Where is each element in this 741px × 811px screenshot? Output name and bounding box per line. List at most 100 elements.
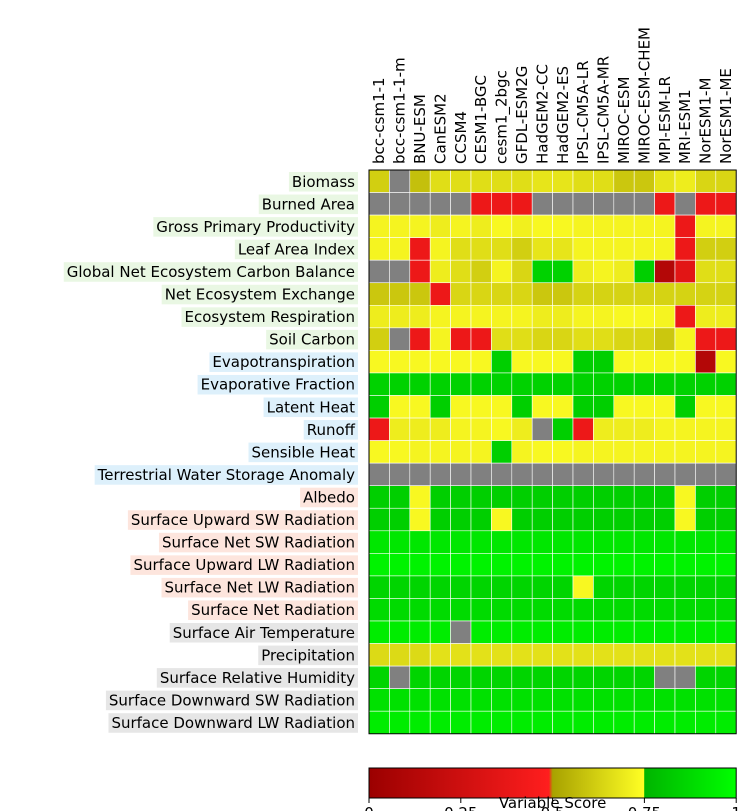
heatmap-cell <box>409 643 431 667</box>
heatmap-cell <box>409 665 431 689</box>
row-label-text: Global Net Ecosystem Carbon Balance <box>67 263 355 281</box>
colorbar-ticks: 0 0.25 0.5 0.75 1 <box>364 798 741 811</box>
heatmap-cell <box>511 462 533 486</box>
heatmap-cell <box>715 395 737 419</box>
heatmap-cell <box>593 372 615 396</box>
heatmap-cell <box>572 598 594 622</box>
heatmap-cell <box>491 417 513 441</box>
heatmap-cell <box>511 530 533 554</box>
row-label: Soil Carbon <box>266 329 358 350</box>
heatmap-cell <box>552 575 574 599</box>
heatmap-cell <box>613 598 635 622</box>
heatmap-cell <box>613 620 635 644</box>
heatmap-cell <box>511 643 533 667</box>
heatmap-cell <box>531 665 553 689</box>
heatmap-cell <box>531 440 553 464</box>
row-label: Evapotranspiration <box>209 352 358 372</box>
heatmap-cell <box>695 259 717 284</box>
heatmap-cell <box>552 327 574 351</box>
heatmap-cell <box>695 417 717 441</box>
heatmap-cell <box>409 350 431 374</box>
heatmap-cell <box>470 530 492 554</box>
heatmap-cell <box>695 643 717 667</box>
heatmap-cell <box>450 259 472 284</box>
row-label-text: Surface Relative Humidity <box>160 669 355 687</box>
heatmap-cell <box>450 440 472 464</box>
heatmap-cell <box>389 350 411 374</box>
heatmap-cell <box>695 710 717 735</box>
heatmap-cell <box>429 530 451 554</box>
heatmap-cell <box>715 192 737 216</box>
heatmap-cell <box>593 395 615 419</box>
heatmap-cell <box>409 575 431 599</box>
heatmap-cell <box>674 575 696 599</box>
heatmap-cell <box>491 237 513 261</box>
heatmap-cell <box>695 237 717 261</box>
heatmap-cell <box>531 304 553 329</box>
heatmap-cell <box>695 553 717 577</box>
heatmap-cell <box>695 530 717 554</box>
row-label: Surface Downward SW Radiation <box>105 690 358 711</box>
row-label-background <box>169 623 358 643</box>
heatmap-cell <box>572 259 594 284</box>
heatmap-cell <box>613 192 635 216</box>
row-label: Surface Upward SW Radiation <box>127 510 358 530</box>
heatmap-cell <box>715 440 737 464</box>
row-label: Terrestrial Water Storage Anomaly <box>94 465 358 485</box>
heatmap-cell <box>470 259 492 284</box>
heatmap-cell <box>470 507 492 532</box>
heatmap-cell <box>715 620 737 644</box>
heatmap-cell <box>633 507 655 532</box>
heatmap-cell <box>389 304 411 329</box>
heatmap-cell <box>633 710 655 735</box>
heatmap-cell <box>715 665 737 689</box>
heatmap-cell <box>654 440 676 464</box>
heatmap-cell <box>531 395 553 419</box>
heatmap-cell <box>511 395 533 419</box>
column-label: CESM1-BGC <box>472 75 490 164</box>
heatmap-cell <box>511 575 533 599</box>
heatmap-cell <box>531 350 553 374</box>
column-label: MIROC-ESM-CHEM <box>635 27 653 164</box>
heatmap-cell <box>654 553 676 577</box>
heatmap-cell <box>613 350 635 374</box>
heatmap-cell <box>368 350 390 374</box>
heatmap-cell <box>409 620 431 644</box>
heatmap-cell <box>613 282 635 306</box>
heatmap-cell <box>552 282 574 306</box>
row-label-text: Evapotranspiration <box>212 353 355 371</box>
heatmap-cell <box>695 350 717 374</box>
heatmap-cell <box>429 440 451 464</box>
heatmap-cell <box>409 372 431 396</box>
heatmap-cell <box>552 598 574 622</box>
row-label-background <box>234 239 358 260</box>
heatmap-cell <box>470 620 492 644</box>
heatmap-cell <box>695 282 717 306</box>
heatmap-cell <box>531 462 553 486</box>
heatmap-cell <box>552 620 574 644</box>
heatmap-cell <box>674 417 696 441</box>
row-label: Precipitation <box>258 645 358 666</box>
heatmap-cell <box>572 282 594 306</box>
heatmap-cell <box>368 327 390 351</box>
heatmap-cell <box>552 350 574 374</box>
heatmap-cell <box>552 169 574 193</box>
heatmap-cell <box>511 553 533 577</box>
heatmap-cell <box>633 350 655 374</box>
heatmap-cell <box>409 485 431 509</box>
heatmap-cell <box>389 214 411 238</box>
heatmap-cell <box>674 485 696 509</box>
row-label-text: Surface Air Temperature <box>173 624 355 642</box>
heatmap-cell <box>409 598 431 622</box>
heatmap-cell <box>389 643 411 667</box>
heatmap-cell <box>491 620 513 644</box>
heatmap-cell <box>409 214 431 238</box>
row-label-text: Gross Primary Productivity <box>156 218 355 236</box>
heatmap-cell <box>695 395 717 419</box>
row-label-text: Surface Net Radiation <box>191 601 355 619</box>
heatmap-cell <box>389 282 411 306</box>
heatmap-cell <box>633 192 655 216</box>
heatmap-cell <box>654 350 676 374</box>
heatmap-cell <box>674 350 696 374</box>
heatmap-cell <box>511 372 533 396</box>
